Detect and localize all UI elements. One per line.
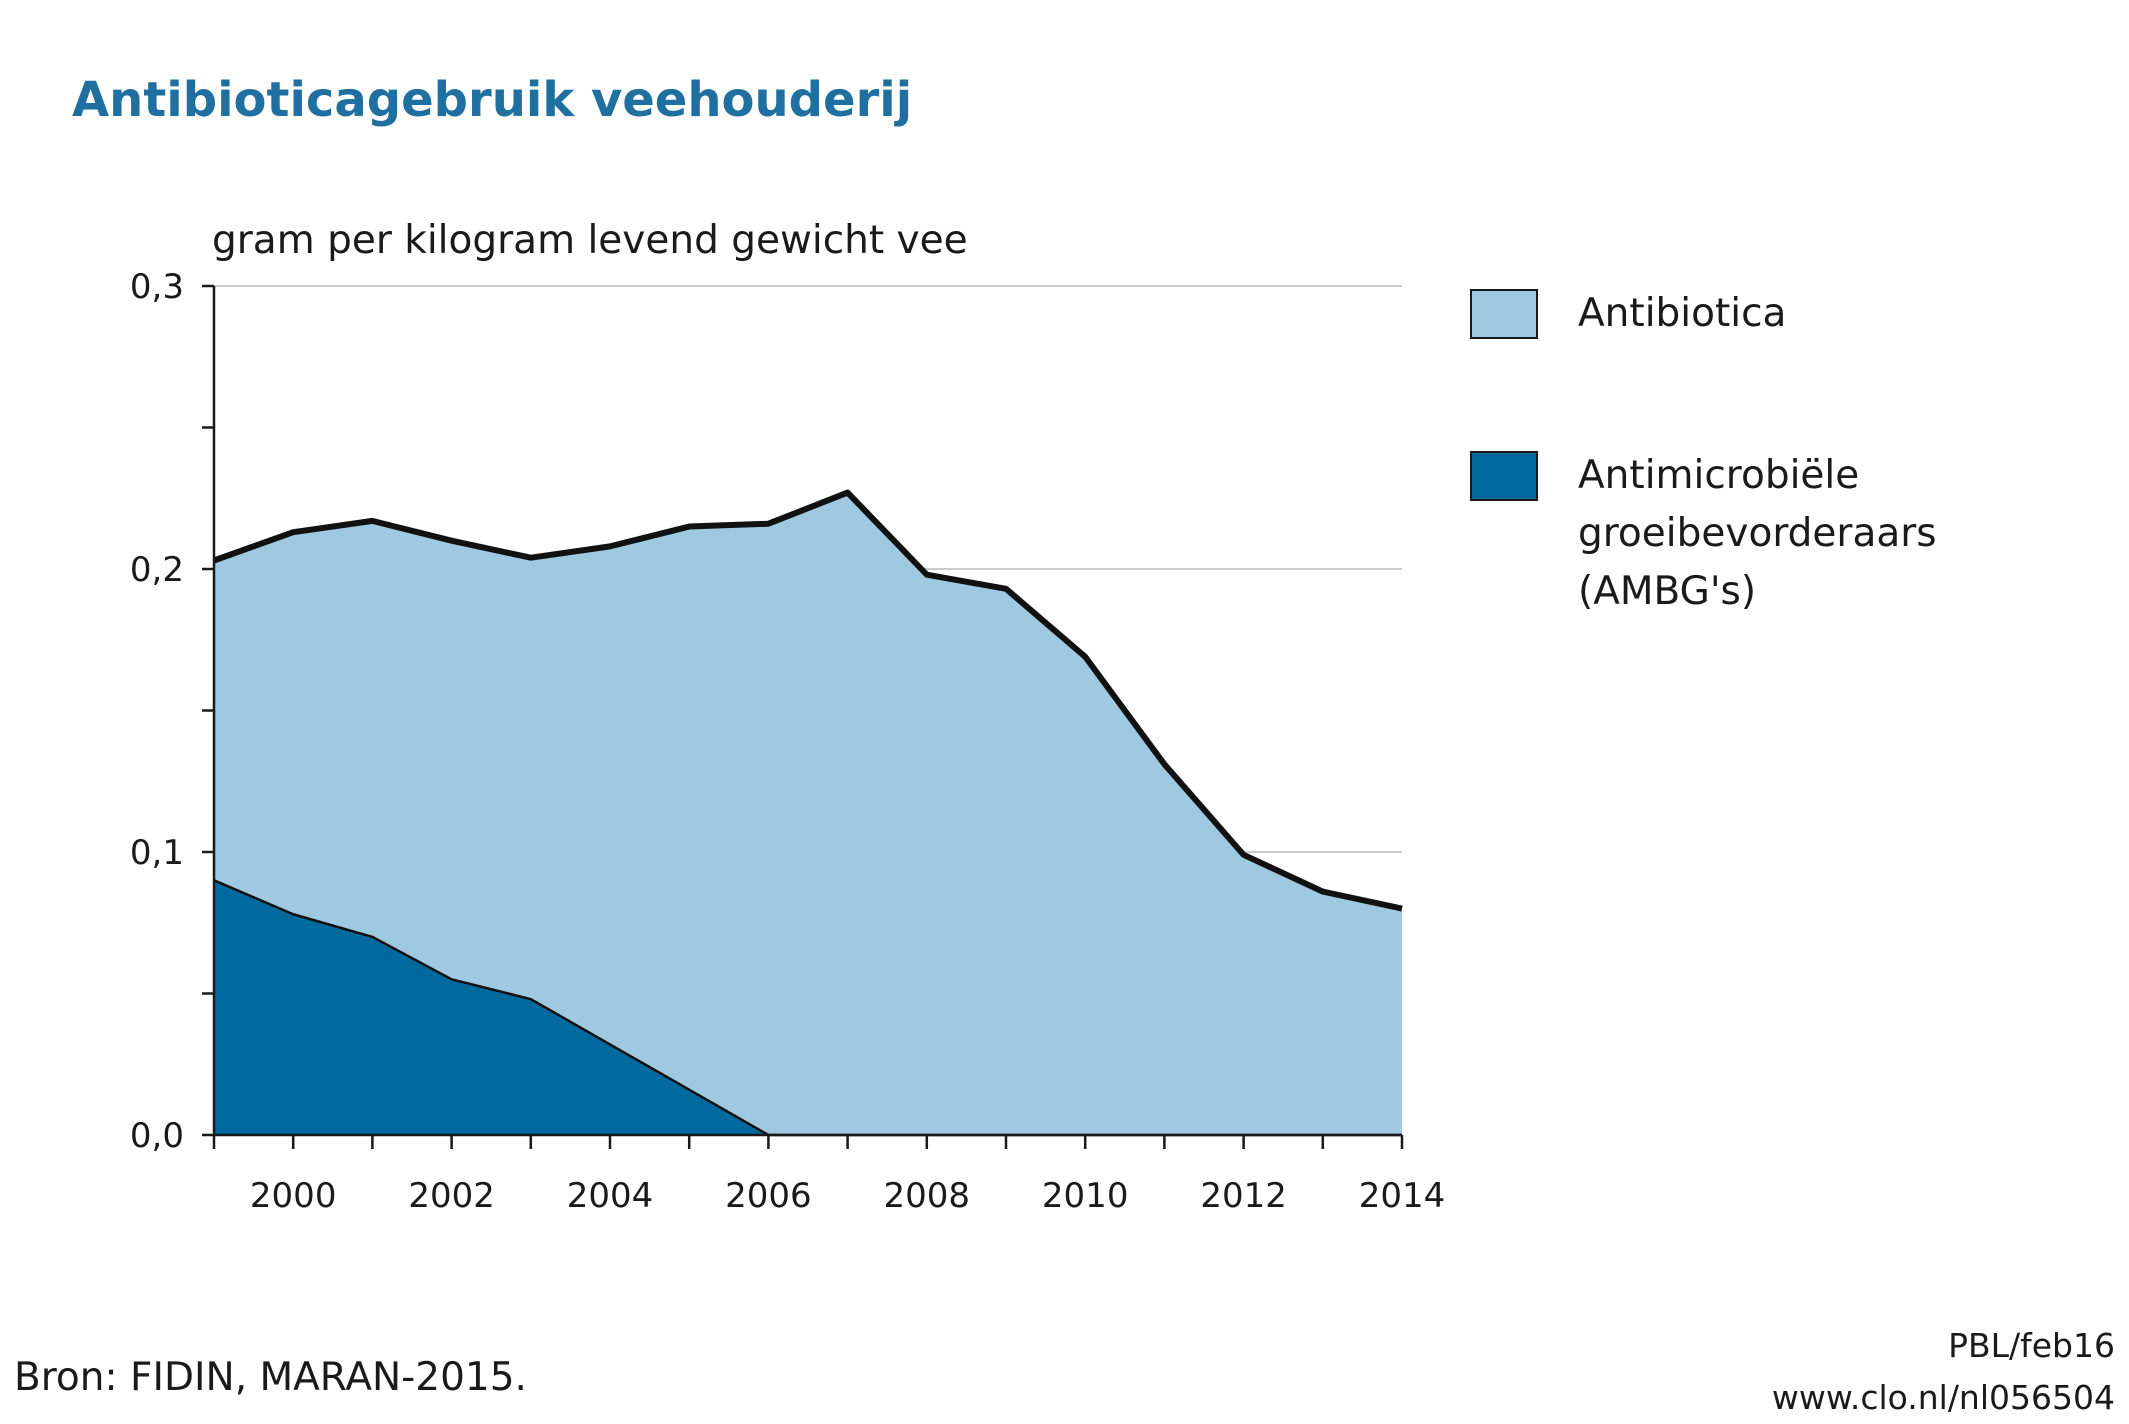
x-tick-label: 2012 [1200, 1176, 1287, 1216]
chart-title: Antibioticagebruik veehouderij [72, 72, 913, 128]
y-tick-label: 0,2 [130, 550, 184, 590]
tick-labels: 0,0 0,1 0,2 0,3 2000 2002 2004 2006 2008 2010 2012… [130, 267, 1445, 1216]
legend-label-ambg: Antimicrobiële groeibevorderaars (AMBG's… [1578, 453, 1937, 614]
area-ambg [214, 880, 1402, 1135]
x-tick-label: 2006 [725, 1176, 812, 1216]
chart-axes [202, 284, 1404, 1149]
chart-areas [212, 489, 1403, 1137]
y-tick-label: 0,0 [130, 1116, 184, 1156]
credit-block: PBL/feb16 www.clo.nl/nl056504 [1772, 1320, 2115, 1424]
legend-swatch-antibiotica [1470, 289, 1538, 339]
x-tick-label: 2002 [408, 1176, 495, 1216]
area-antibiotica [214, 492, 1402, 1136]
x-tick-label: 2000 [250, 1176, 337, 1216]
legend-swatch-ambg [1470, 451, 1538, 501]
x-tick-label: 2014 [1359, 1176, 1446, 1216]
x-tick-label: 2004 [567, 1176, 654, 1216]
y-tick-label: 0,1 [130, 833, 184, 873]
x-tick-label: 2008 [884, 1176, 971, 1216]
credit-date: PBL/feb16 [1948, 1326, 2115, 1365]
line-total [212, 489, 1403, 912]
y-tick-label: 0,3 [130, 267, 184, 307]
x-tick-label: 2010 [1042, 1176, 1129, 1216]
credit-url: www.clo.nl/nl056504 [1771, 1378, 2115, 1417]
source-note: Bron: FIDIN, MARAN-2015. [14, 1355, 527, 1400]
legend-label-antibiotica: Antibiotica [1578, 291, 1787, 336]
y-axis-unit-label: gram per kilogram levend gewicht vee [212, 218, 968, 263]
